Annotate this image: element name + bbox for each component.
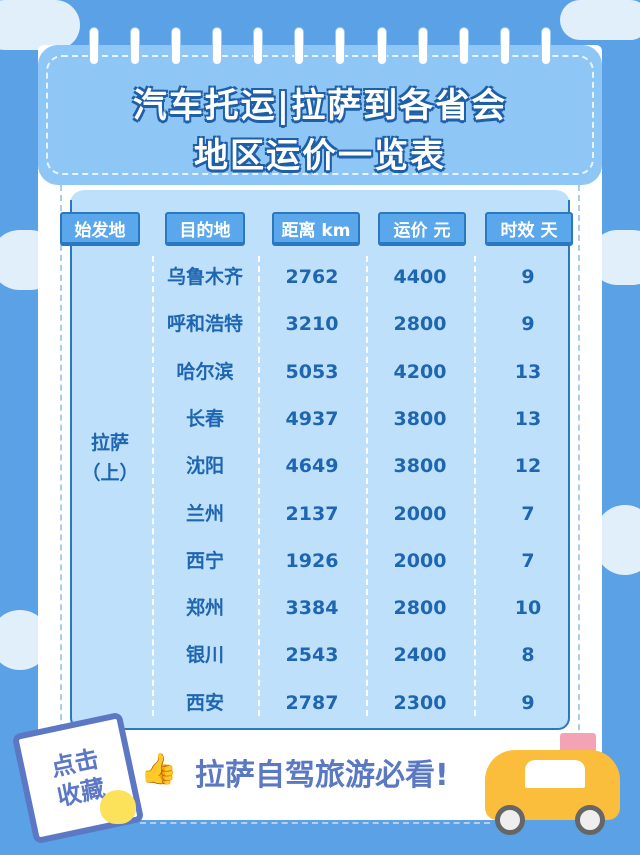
col-header-origin: 始发地 bbox=[60, 212, 140, 246]
cell-destination: 兰州 bbox=[185, 502, 224, 525]
cell-price: 3800 bbox=[393, 455, 447, 478]
cell-distance: 5053 bbox=[285, 360, 339, 383]
cell-duration: 13 bbox=[514, 407, 542, 430]
cell-distance: 2762 bbox=[285, 266, 339, 288]
cell-distance: 2787 bbox=[285, 691, 339, 714]
cell-distance: 2543 bbox=[285, 644, 339, 667]
cell-price: 2000 bbox=[393, 549, 447, 572]
cell-destination: 呼和浩特 bbox=[166, 313, 243, 336]
luggage-icon bbox=[560, 733, 596, 755]
cloud bbox=[0, 0, 80, 50]
cell-destination: 哈尔滨 bbox=[176, 360, 234, 383]
thumbs-up-icon: 👍 bbox=[140, 752, 178, 787]
col-header-price: 运价 元 bbox=[378, 212, 466, 246]
wheel-icon bbox=[495, 805, 525, 835]
cell-duration: 9 bbox=[521, 313, 535, 336]
duck-icon bbox=[100, 790, 136, 824]
header-panel bbox=[38, 45, 602, 185]
origin-cell: 拉萨 （上） bbox=[81, 432, 139, 484]
cell-distance: 4649 bbox=[285, 455, 339, 478]
cell-distance: 2137 bbox=[285, 502, 339, 525]
col-header-distance: 距离 km bbox=[272, 212, 360, 246]
cell-price: 2800 bbox=[393, 313, 447, 336]
bookmark-sticker[interactable]: 点击 收藏 bbox=[11, 711, 145, 845]
cell-price: 4400 bbox=[393, 266, 447, 288]
cloud bbox=[560, 0, 640, 40]
cell-distance: 1926 bbox=[285, 549, 339, 572]
cell-duration: 8 bbox=[521, 644, 535, 667]
cell-duration: 10 bbox=[514, 597, 542, 620]
cell-destination: 西宁 bbox=[185, 549, 224, 572]
wheel-icon bbox=[575, 805, 605, 835]
cell-destination: 郑州 bbox=[185, 597, 224, 620]
cell-price: 2400 bbox=[393, 644, 447, 667]
cell-price: 3800 bbox=[393, 407, 447, 430]
page-subtitle: 地区运价一览表 bbox=[194, 136, 446, 176]
cell-duration: 12 bbox=[514, 455, 542, 478]
cell-price: 2300 bbox=[393, 691, 447, 714]
col-header-destination: 目的地 bbox=[165, 212, 245, 246]
cell-duration: 13 bbox=[514, 360, 542, 383]
cell-duration: 7 bbox=[521, 549, 535, 572]
cell-destination: 银川 bbox=[185, 644, 224, 667]
cell-destination: 长春 bbox=[185, 407, 224, 430]
spiral-binding bbox=[90, 28, 550, 64]
banner-text: 拉萨自驾旅游必看! bbox=[195, 758, 449, 793]
cloud bbox=[595, 505, 640, 575]
cell-distance: 3384 bbox=[285, 597, 339, 620]
cell-destination: 乌鲁木齐 bbox=[166, 266, 243, 288]
cell-price: 2800 bbox=[393, 597, 447, 620]
cell-distance: 4937 bbox=[285, 407, 339, 430]
col-header-duration: 时效 天 bbox=[485, 212, 573, 246]
cell-distance: 3210 bbox=[285, 313, 339, 336]
cell-price: 2000 bbox=[393, 502, 447, 525]
cell-duration: 9 bbox=[521, 266, 535, 288]
cell-destination: 沈阳 bbox=[185, 455, 224, 478]
page-title: 汽车托运|拉萨到各省会 bbox=[132, 86, 508, 126]
cell-duration: 9 bbox=[521, 691, 535, 714]
cell-destination: 西安 bbox=[185, 691, 224, 714]
cell-price: 4200 bbox=[393, 360, 447, 383]
cell-duration: 7 bbox=[521, 502, 535, 525]
